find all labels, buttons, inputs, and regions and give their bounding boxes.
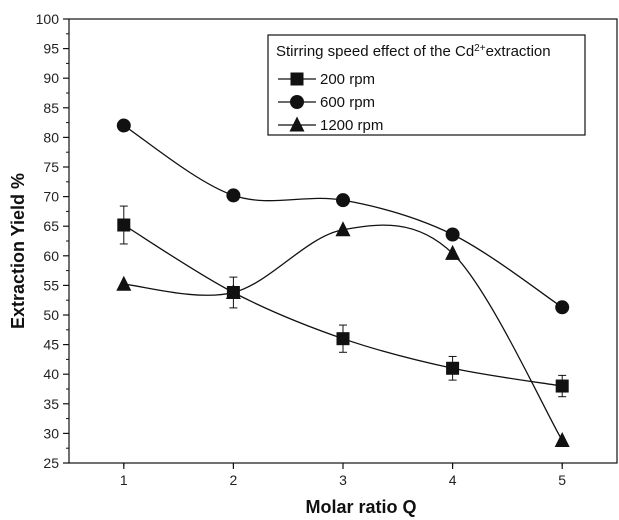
y-tick-label: 75: [43, 159, 59, 175]
x-tick-label: 3: [339, 472, 347, 488]
series-line-200-rpm: [123, 224, 563, 387]
legend-label-200-rpm: 200 rpm: [320, 71, 375, 88]
y-tick-label: 95: [43, 41, 59, 57]
point-600-rpm: [116, 118, 131, 133]
x-tick-label: 1: [120, 472, 128, 488]
legend-box: [267, 34, 586, 136]
x-tick-label: 2: [230, 472, 238, 488]
legend-marker-1200-rpm: [289, 116, 305, 132]
point-200-rpm: [446, 361, 460, 375]
series-line-600-rpm: [123, 125, 563, 308]
data-markers: [116, 118, 570, 448]
y-tick-label: 35: [43, 396, 59, 412]
y-tick-label: 85: [43, 100, 59, 116]
y-tick-label: 90: [43, 70, 59, 86]
y-tick-label: 55: [43, 277, 59, 293]
legend-label-600-rpm: 600 rpm: [320, 94, 375, 111]
point-1200-rpm: [335, 221, 351, 237]
point-1200-rpm: [554, 432, 570, 448]
point-1200-rpm: [116, 275, 132, 291]
series-curves: [123, 125, 563, 441]
y-tick-label: 100: [36, 11, 60, 27]
y-tick-label: 30: [43, 425, 59, 441]
x-tick-label: 4: [449, 472, 457, 488]
y-tick-label: 65: [43, 218, 59, 234]
y-tick-label: 40: [43, 366, 59, 382]
point-200-rpm: [555, 379, 569, 393]
point-600-rpm: [445, 227, 460, 242]
point-600-rpm: [336, 193, 350, 208]
legend-marker-200-rpm: [290, 72, 304, 86]
legend-label-1200-rpm: 1200 rpm: [320, 117, 383, 134]
point-200-rpm: [117, 218, 131, 232]
legend: Stirring speed effect of the Cd2+extract…: [267, 34, 586, 136]
point-200-rpm: [336, 332, 350, 346]
x-tick-label: 5: [558, 472, 566, 488]
point-600-rpm: [226, 188, 241, 203]
y-tick-label: 25: [43, 455, 59, 471]
y-tick-label: 80: [43, 129, 59, 145]
legend-title: Stirring speed effect of the Cd2+extract…: [276, 43, 551, 61]
y-tick-label: 70: [43, 189, 59, 205]
y-tick-label: 50: [43, 307, 59, 323]
point-1200-rpm: [225, 284, 241, 300]
y-tick-label: 45: [43, 337, 59, 353]
x-axis-title: Molar ratio Q: [305, 497, 416, 517]
series-line-1200-rpm: [123, 224, 563, 441]
legend-marker-600-rpm: [290, 95, 304, 109]
point-600-rpm: [555, 300, 570, 315]
y-tick-label: 60: [43, 248, 59, 264]
y-axis-title: Extraction Yield %: [8, 173, 28, 329]
point-1200-rpm: [445, 244, 461, 260]
